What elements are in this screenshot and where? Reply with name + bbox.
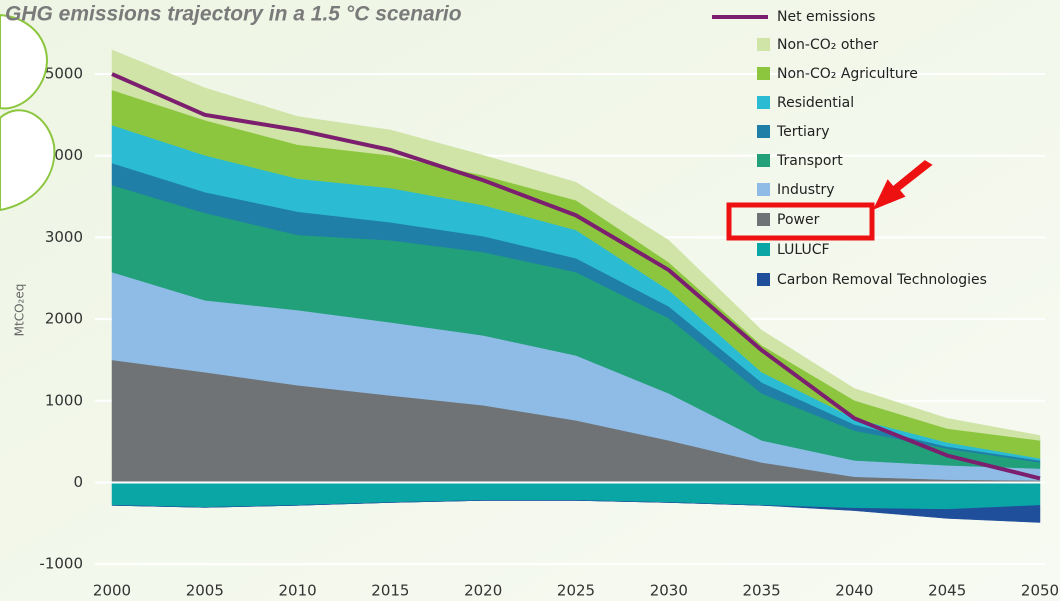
x-tick-label: 2010 <box>279 582 317 600</box>
area <box>111 49 1041 441</box>
legend-label: Net emissions <box>777 9 875 25</box>
y-tick-label: 0 <box>73 473 83 491</box>
plot <box>95 49 1045 523</box>
legend-swatch <box>757 213 770 226</box>
legend-label: Power <box>777 212 820 228</box>
x-tick-label: 2030 <box>650 582 688 600</box>
chart-title: GHG emissions trajectory in a 1.5 °C sce… <box>5 3 462 26</box>
legend-label: LULUCF <box>777 242 830 258</box>
legend: Net emissions Non-CO₂ other Non-CO₂ Agricu… <box>712 9 987 288</box>
x-tick-label: 2000 <box>93 582 131 600</box>
x-tick-label: 2020 <box>464 582 502 600</box>
legend-swatch <box>757 183 770 196</box>
bubble <box>0 13 48 110</box>
x-tick-label: 2035 <box>743 582 781 600</box>
legend-swatch <box>757 38 770 51</box>
y-axis-title: MtCO₂eq <box>13 284 27 337</box>
legend-swatch <box>757 273 770 286</box>
legend-label: Industry <box>777 182 835 198</box>
x-tick-label: 2050 <box>1021 582 1059 600</box>
x-tick-label: 2045 <box>928 582 966 600</box>
x-tick-label: 2025 <box>557 582 595 600</box>
y-tick-label: 3000 <box>45 228 83 246</box>
legend-swatch <box>757 96 770 109</box>
line <box>111 72 1041 481</box>
y-tick-label: 5000 <box>45 65 83 83</box>
legend-label: Tertiary <box>776 124 830 140</box>
legend-label: Transport <box>776 153 843 169</box>
x-tick-label: 2015 <box>371 582 409 600</box>
bubble <box>0 109 56 212</box>
legend-swatch <box>757 243 770 256</box>
area <box>111 500 1041 523</box>
x-tick-label: 2005 <box>186 582 224 600</box>
highlight-box <box>726 202 875 241</box>
y-tick-label: 2000 <box>45 310 83 328</box>
legend-label: Residential <box>777 95 854 111</box>
legend-label: Non-CO₂ Agriculture <box>777 66 918 82</box>
y-tick-label: 1000 <box>45 391 83 409</box>
x-tick-label: 2040 <box>835 582 873 600</box>
y-tick-label: -1000 <box>39 555 83 573</box>
legend-label: Carbon Removal Technologies <box>777 272 987 288</box>
legend-swatch <box>757 67 770 80</box>
arrow <box>872 160 933 210</box>
legend-label: Non-CO₂ other <box>777 37 878 53</box>
legend-swatch <box>757 125 770 138</box>
legend-swatch <box>757 154 770 167</box>
